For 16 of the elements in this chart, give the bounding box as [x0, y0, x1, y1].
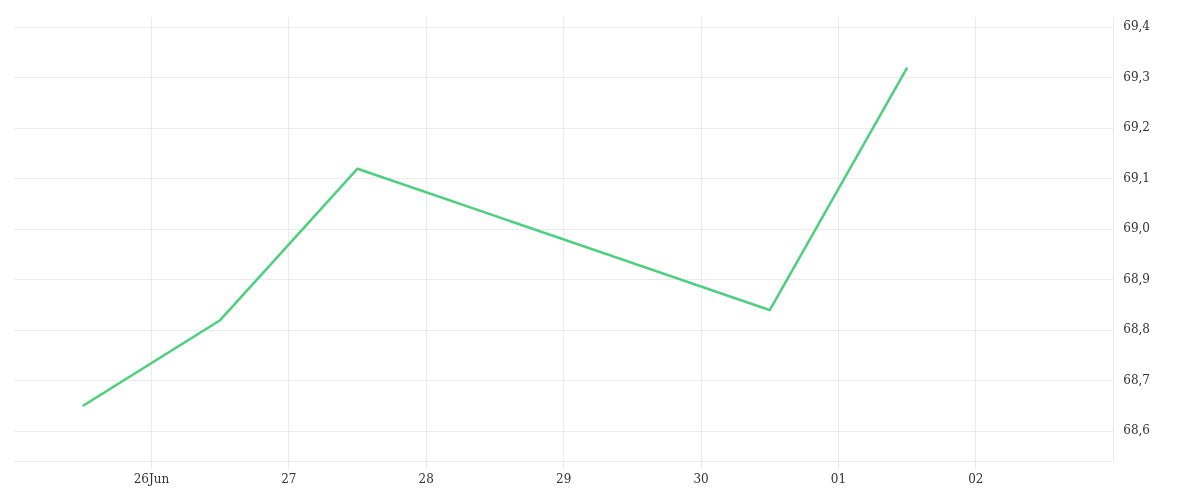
y-tick-label: 68,7 [1123, 372, 1150, 387]
y-tick-label: 69,3 [1123, 69, 1150, 84]
x-tick-label: 01 [830, 471, 847, 486]
x-tick-label: 02 [968, 471, 984, 486]
y-tick-label: 69,0 [1123, 221, 1150, 236]
y-tick-label: 68,8 [1123, 322, 1150, 337]
x-tick-label: 27 [281, 471, 297, 486]
x-tick-label: 28 [418, 471, 434, 486]
y-tick-label: 69,2 [1123, 120, 1150, 135]
x-tick-label: 26Jun [133, 471, 170, 486]
y-tick-label: 68,6 [1123, 423, 1150, 438]
x-tick-label: 30 [693, 471, 709, 486]
x-tick-label: 29 [556, 471, 572, 486]
y-tick-label: 69,1 [1123, 170, 1150, 185]
y-tick-label: 69,4 [1123, 19, 1151, 34]
y-tick-label: 68,9 [1123, 271, 1150, 286]
